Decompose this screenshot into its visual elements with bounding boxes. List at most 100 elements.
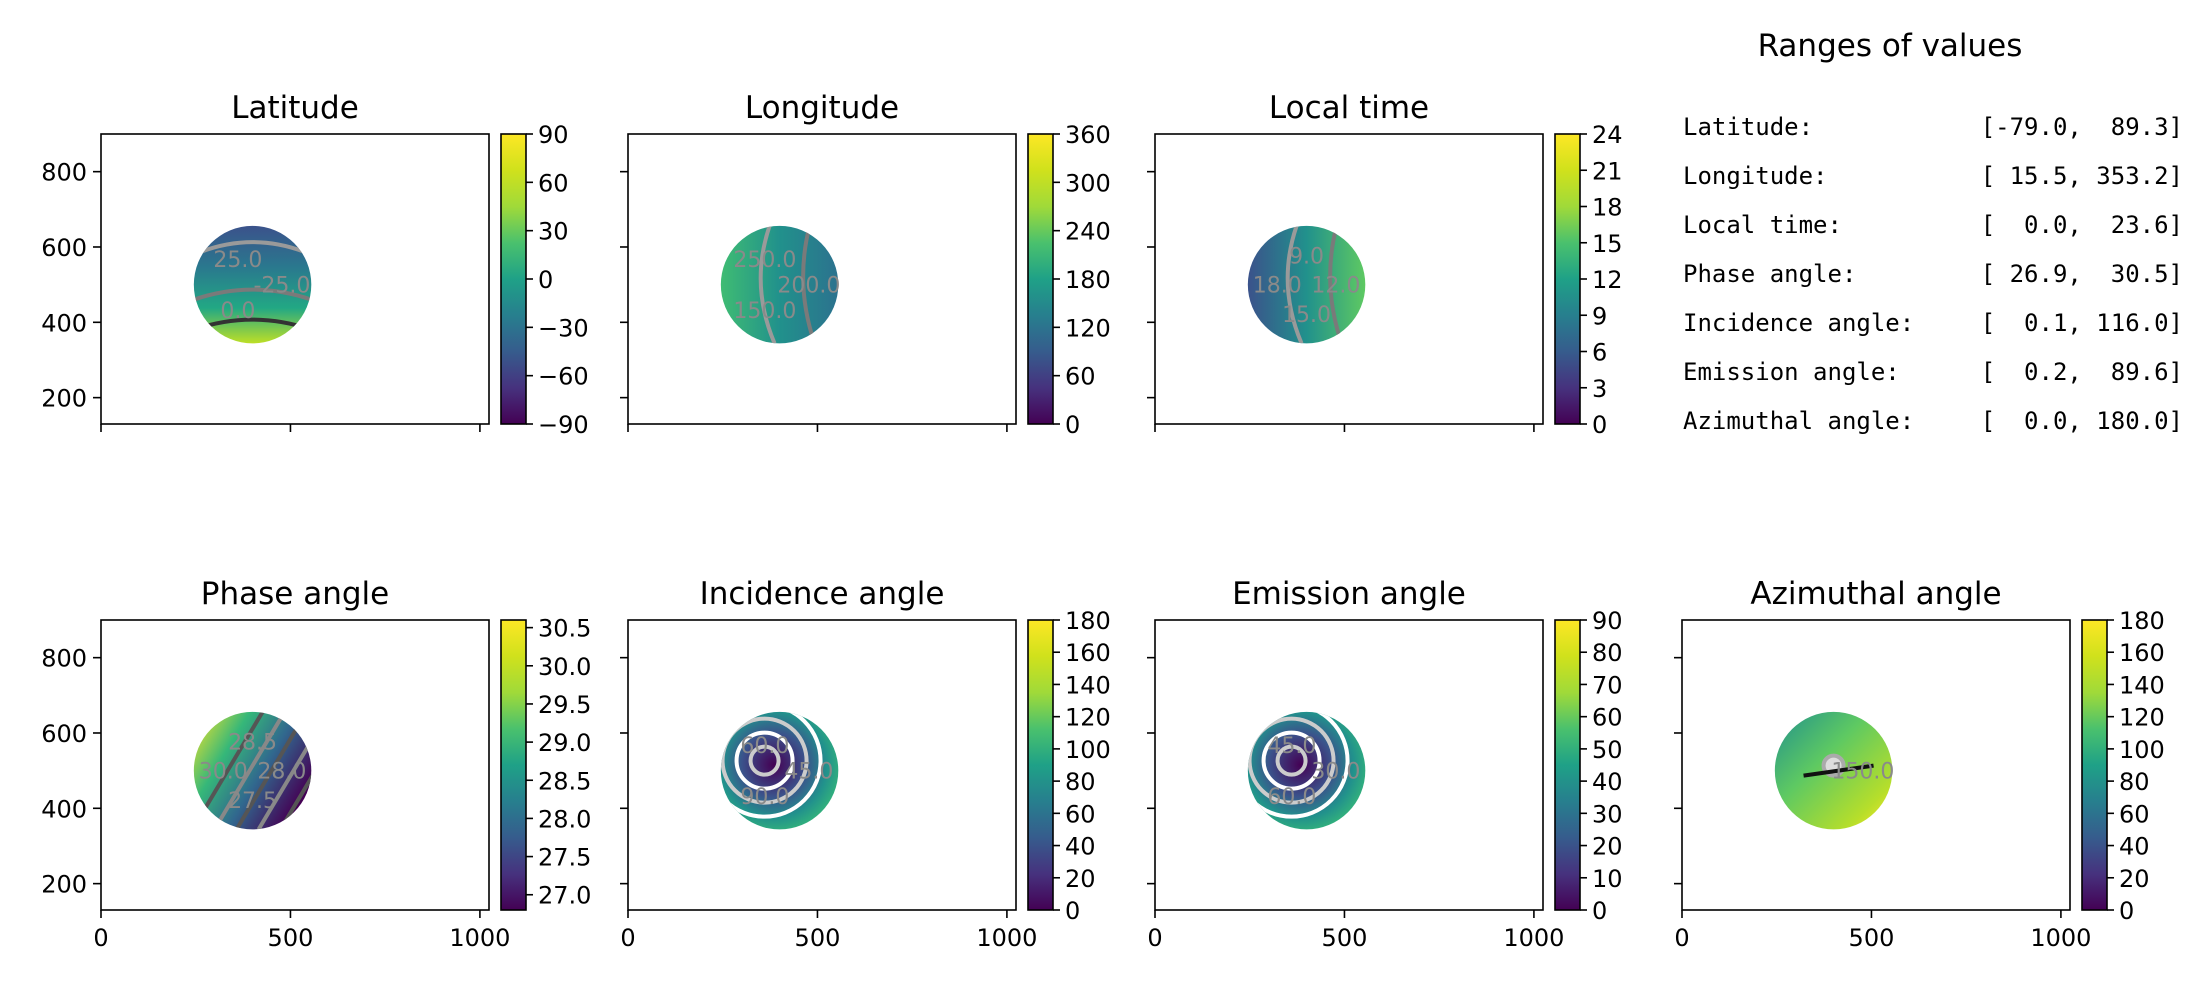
- colorbar-tick-label: 60: [538, 169, 569, 197]
- axes-frame: [100, 619, 490, 911]
- chart-title: Latitude: [231, 90, 359, 126]
- colorbar-tick-label: 0: [1065, 411, 1080, 439]
- contour-label: 15.0: [1282, 303, 1331, 328]
- colorbar-tick-label: 18: [1592, 194, 1623, 222]
- chart-panel: 12.0 15.0 18.0 9.0 Local time 24 21 18 15 12 9 6 3 0: [1147, 90, 1623, 439]
- colorbar-tick-label: 80: [1592, 639, 1623, 667]
- contour-label: 200.0: [777, 274, 840, 299]
- colorbar-tick-label: 0: [1065, 897, 1080, 925]
- colorbar-tick-label: 40: [2119, 833, 2150, 861]
- range-label: Azimuthal angle:: [1683, 407, 1915, 435]
- range-label: Incidence angle:: [1683, 309, 1915, 337]
- y-tick-label: 600: [41, 234, 87, 262]
- colorbar-tick-label: 15: [1592, 230, 1623, 258]
- contour-label: 30.0: [199, 760, 248, 785]
- x-tick-label: 500: [268, 924, 314, 952]
- contour-label: 25.0: [213, 248, 262, 273]
- x-tick-label: 0: [93, 924, 108, 952]
- contour-line: [193, 287, 312, 302]
- contour-lines: [720, 711, 823, 819]
- colorbar-tick-label: 70: [1592, 671, 1623, 699]
- contour-label: 90.0: [740, 785, 789, 810]
- x-tick-label: 1000: [976, 924, 1037, 952]
- colorbar-tick-label: 60: [1065, 800, 1096, 828]
- colorbar-tick-label: 140: [1065, 671, 1111, 699]
- colorbar-tick-label: 0: [538, 266, 553, 294]
- range-row: Azimuthal angle: [ 0.0, 180.0]: [1683, 406, 2183, 455]
- range-value: [-79.0, 89.3]: [1980, 113, 2183, 141]
- range-value: [ 26.9, 30.5]: [1980, 260, 2183, 288]
- range-row: Latitude: [-79.0, 89.3]: [1683, 112, 2183, 161]
- colorbar-tick-label: 0: [1592, 897, 1607, 925]
- colorbar: [500, 133, 527, 425]
- contour-label: 150.0: [733, 299, 796, 324]
- range-value: [ 0.1, 116.0]: [1980, 309, 2183, 337]
- contour-line: [300, 711, 312, 830]
- chart-title: Longitude: [745, 90, 899, 126]
- range-label: Emission angle:: [1683, 358, 1900, 386]
- range-value: [ 0.2, 89.6]: [1980, 358, 2183, 386]
- contour-line: [212, 711, 287, 830]
- contour-label: 28.0: [257, 760, 306, 785]
- contour-line: [734, 730, 795, 791]
- contour-label: 28.5: [228, 730, 277, 755]
- x-tick-label: 500: [1849, 924, 1895, 952]
- colorbar-tick-label: 20: [2119, 865, 2150, 893]
- contour-line: [1275, 744, 1308, 777]
- axes-frame: [1154, 133, 1544, 425]
- y-tick-label: 400: [41, 795, 87, 823]
- y-tick-label: 800: [41, 159, 87, 187]
- x-tick-label: 500: [1322, 924, 1368, 952]
- chart-title: Emission angle: [1232, 576, 1466, 612]
- colorbar-tick-label: 160: [2119, 639, 2165, 667]
- contour-lines: [1247, 711, 1350, 819]
- contour-label: 150.0: [1831, 760, 1894, 785]
- planet-disk: [193, 711, 312, 830]
- colorbar-tick-label: 40: [1065, 833, 1096, 861]
- colorbar-tick-label: 9: [1592, 302, 1607, 330]
- x-tick-label: 1000: [1503, 924, 1564, 952]
- colorbar-tick-label: 180: [1065, 607, 1111, 635]
- colorbar-tick-label: 3: [1592, 375, 1607, 403]
- colorbar-tick-label: 20: [1592, 833, 1623, 861]
- colorbar: [500, 619, 527, 911]
- colorbar: [1027, 619, 1054, 911]
- y-tick-label: 800: [41, 645, 87, 673]
- colorbar-tick-label: 80: [2119, 768, 2150, 796]
- x-tick-label: 1000: [449, 924, 510, 952]
- colorbar-tick-label: 30: [1592, 800, 1623, 828]
- colorbar-tick-label: 24: [1592, 121, 1623, 149]
- axes-frame: [627, 619, 1017, 911]
- y-tick-label: 400: [41, 309, 87, 337]
- ranges-title: Ranges of values: [1757, 28, 2023, 64]
- contour-label: -25.0: [253, 274, 310, 299]
- colorbar-tick-label: −90: [538, 411, 589, 439]
- colorbar-tick-label: 360: [1065, 121, 1111, 149]
- colorbar-tick-label: 0: [1592, 411, 1607, 439]
- contour-label: 18.0: [1253, 274, 1302, 299]
- contour-line: [1285, 225, 1304, 344]
- colorbar-tick-label: 300: [1065, 169, 1111, 197]
- colorbar-tick-label: 30.0: [538, 653, 591, 681]
- colorbar-tick-label: 40: [1592, 768, 1623, 796]
- contour-label: 9.0: [1289, 244, 1324, 269]
- colorbar-tick-label: 10: [1592, 865, 1623, 893]
- contour-label: 60.0: [740, 734, 789, 759]
- range-row: Local time: [ 0.0, 23.6]: [1683, 210, 2183, 259]
- contour-label: 0.0: [220, 299, 255, 324]
- planet-disk: [720, 225, 839, 344]
- colorbar-tick-label: 6: [1592, 339, 1607, 367]
- x-tick-label: 1000: [2030, 924, 2091, 952]
- contour-label: 30.0: [1311, 760, 1360, 785]
- colorbar-tick-label: 27.5: [538, 844, 591, 872]
- colorbar-tick-label: 27.0: [538, 882, 591, 910]
- contour-label: 45.0: [784, 760, 833, 785]
- colorbar-tick-label: 60: [1065, 363, 1096, 391]
- range-row: Emission angle: [ 0.2, 89.6]: [1683, 357, 2183, 406]
- colorbar-tick-label: 21: [1592, 157, 1623, 185]
- x-tick-label: 0: [1674, 924, 1689, 952]
- contour-line: [748, 744, 781, 777]
- colorbar-tick-label: 100: [1065, 736, 1111, 764]
